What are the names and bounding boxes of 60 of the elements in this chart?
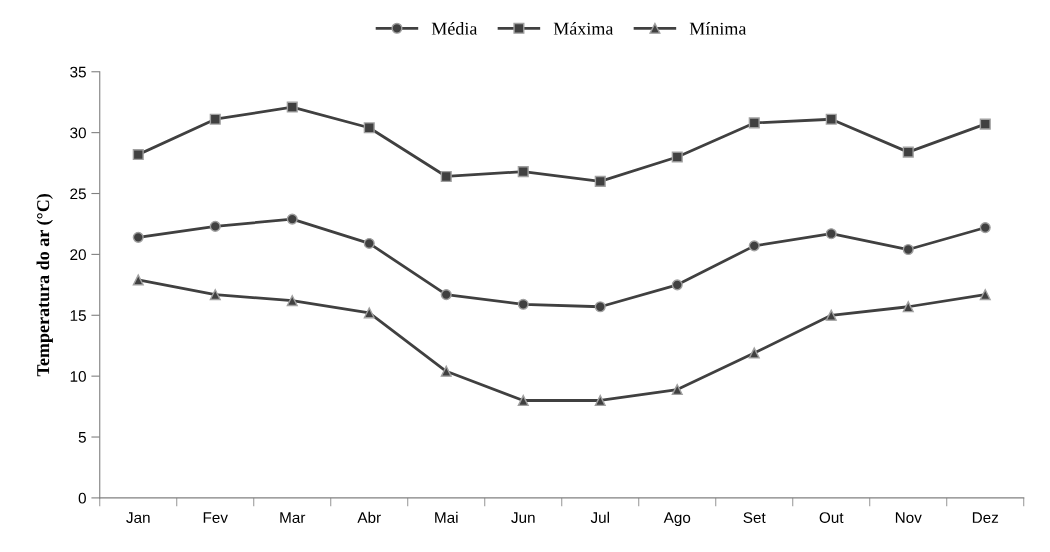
legend-label: Mínima bbox=[689, 22, 747, 35]
point bbox=[748, 117, 760, 129]
y-tick-label: 35 bbox=[70, 66, 86, 78]
point bbox=[209, 220, 221, 232]
x-tick-label: Jun bbox=[511, 512, 535, 524]
point bbox=[979, 222, 991, 234]
point bbox=[363, 122, 375, 134]
point bbox=[132, 274, 144, 286]
point bbox=[594, 175, 606, 187]
point bbox=[209, 289, 221, 301]
y-tick-label: 30 bbox=[70, 127, 86, 139]
point bbox=[594, 301, 606, 313]
point bbox=[440, 170, 452, 183]
point bbox=[517, 298, 529, 310]
x-tick-label: Nov bbox=[895, 512, 922, 524]
point bbox=[132, 148, 144, 161]
x-tick-label: Abr bbox=[357, 511, 381, 524]
legend-label: Máxima bbox=[553, 22, 614, 35]
x-tick-label: Out bbox=[819, 512, 844, 524]
point bbox=[132, 231, 144, 243]
x-tick-label: Mai bbox=[435, 511, 458, 524]
point bbox=[363, 237, 375, 249]
point bbox=[671, 383, 683, 396]
point bbox=[286, 213, 298, 225]
point bbox=[979, 289, 991, 301]
y-tick-label: 10 bbox=[70, 371, 86, 382]
y-tick-label: 20 bbox=[70, 249, 86, 261]
point bbox=[902, 243, 914, 256]
x-tick-label: Fev bbox=[203, 512, 228, 524]
legend-label: Média bbox=[431, 22, 478, 35]
y-tick-label: 25 bbox=[70, 188, 86, 200]
x-tick-label: Mar bbox=[280, 512, 306, 524]
y-tick-label: 15 bbox=[70, 310, 86, 321]
point bbox=[286, 295, 298, 307]
point bbox=[440, 365, 452, 377]
point bbox=[363, 307, 375, 319]
point bbox=[517, 394, 529, 407]
y-tick-label: 0 bbox=[78, 492, 86, 504]
point bbox=[748, 240, 760, 252]
x-tick-label: Ago bbox=[663, 512, 691, 527]
x-tick-label: Jul bbox=[590, 511, 609, 524]
y-axis-title: Temperatura do ar (°C) bbox=[36, 193, 53, 377]
point bbox=[594, 394, 606, 407]
point bbox=[825, 228, 837, 240]
x-tick-label: Set bbox=[743, 512, 766, 524]
point bbox=[979, 118, 991, 130]
x-tick-label: Jan bbox=[126, 512, 150, 524]
x-tick-label: Dez bbox=[972, 512, 999, 524]
point bbox=[209, 113, 221, 125]
point bbox=[286, 101, 298, 113]
point bbox=[748, 347, 760, 359]
point bbox=[517, 166, 529, 178]
point bbox=[671, 279, 683, 291]
point bbox=[825, 113, 837, 125]
point bbox=[825, 309, 837, 321]
point bbox=[440, 289, 452, 301]
point bbox=[902, 146, 914, 158]
point bbox=[902, 301, 914, 313]
y-tick-label: 5 bbox=[78, 432, 86, 443]
point bbox=[671, 151, 683, 163]
